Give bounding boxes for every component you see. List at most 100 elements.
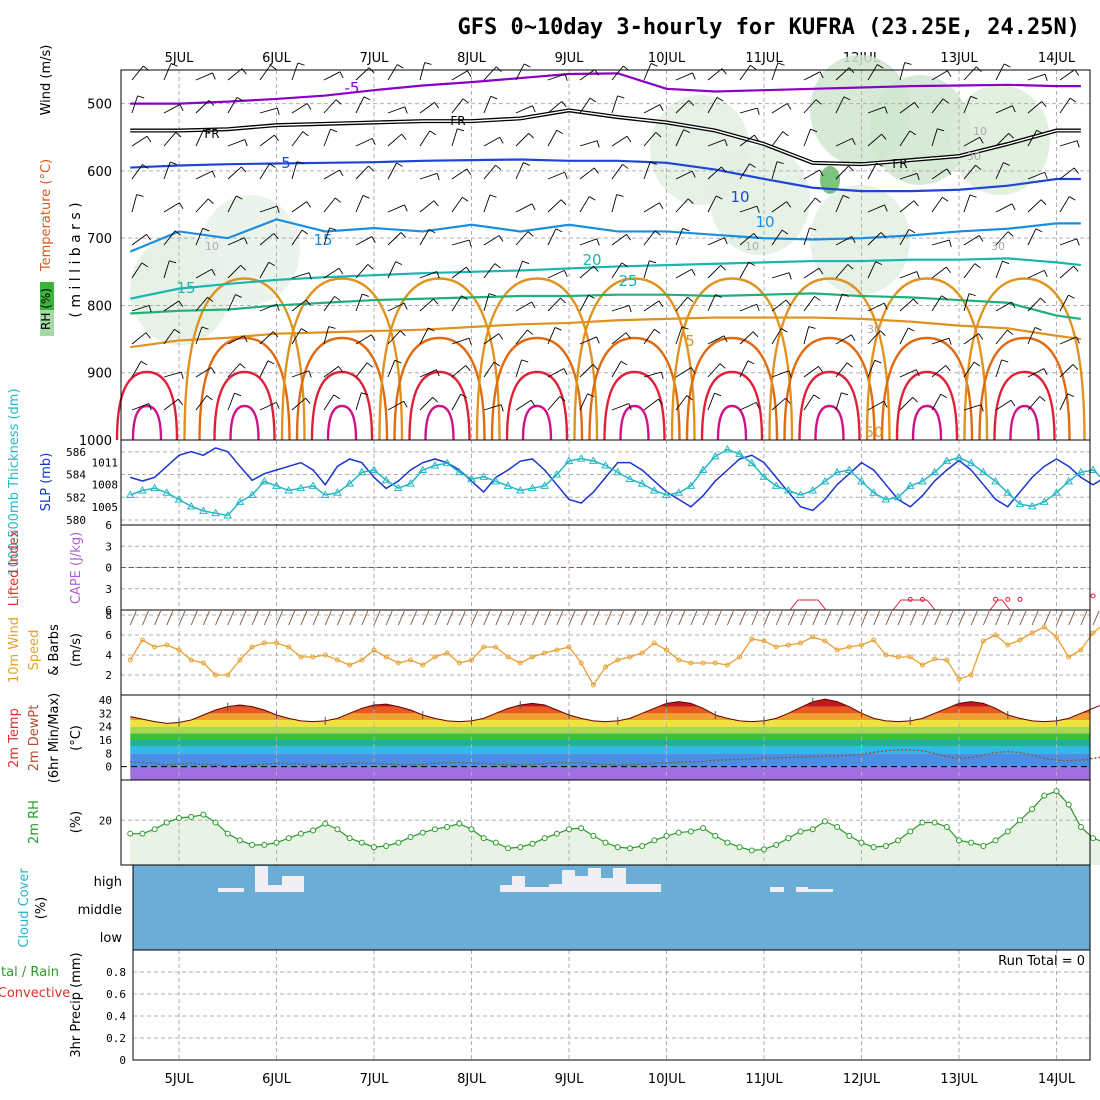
wind-barb [210,367,216,374]
cloud-block [218,888,244,892]
thickness-point [1076,467,1086,476]
wind-barb [1059,196,1070,213]
wind-barb [1027,228,1037,246]
wind-tick: 6 [105,629,112,642]
wind-barb [931,168,948,180]
temperature-tick: 24 [99,721,113,734]
wind-barb [867,261,877,279]
rh-point [456,820,463,827]
rh-point [882,842,889,849]
wind-barb [195,170,213,180]
wind-barb [227,393,235,411]
wind-barb [995,399,1012,411]
thickness-point [150,483,159,492]
axis-label-pressure: ( m i l l i b a r s ) [68,202,84,317]
wind-barb [650,161,657,165]
pressure-tick: 800 [87,299,112,314]
wind-barb [323,197,336,213]
wind-barb [195,395,208,411]
wind-barb [397,64,404,69]
surface-wind-barb [592,610,600,626]
wind-barb [611,194,618,213]
wind-barb [547,130,558,147]
wind-barb [1073,167,1079,174]
wind-barb [851,334,856,341]
contour-label: FR [450,114,465,128]
wind-barb [163,328,175,345]
wind-barb [995,162,1004,180]
surface-wind-barb [458,610,466,626]
rh-point [541,835,548,842]
rh-point [1053,788,1060,795]
wind-barb [433,298,439,305]
wind-speed-point [176,647,182,653]
wind-barb [227,195,237,213]
surface-wind-barb [288,610,296,626]
surface-wind-barb [507,610,515,626]
wind-barb [1059,97,1071,114]
wind-barb [131,332,147,345]
wind-barb [1007,231,1014,237]
wind-barb [675,198,689,213]
wind-barb [515,105,533,114]
wind-barb [963,164,976,180]
wind-barb [419,298,434,312]
wind-barb [259,107,278,114]
wind-speed-point [712,660,718,666]
rh-point [590,832,597,839]
rh-point [395,839,402,846]
wind-barb [163,202,180,213]
wind-barb [296,161,304,165]
rh-point [663,832,670,839]
wind-barb [136,194,144,197]
wind-barb [291,370,310,378]
temperature-band [130,740,1090,747]
wind-barb [323,99,337,114]
temperature-band [130,699,1090,700]
isotherm-line [130,257,1081,300]
wind-barb [355,236,373,246]
rh-tick: 20 [99,814,112,827]
thickness-point [723,445,732,453]
wind-barb [291,161,298,180]
wind-barb [560,199,567,206]
wind-barb [305,397,311,404]
surface-wind-barb [702,610,710,626]
wind-barb [515,359,522,378]
rh-point [224,830,231,837]
pressure-tick: 1000 [79,434,112,449]
wind-barb [995,261,1003,279]
wind-speed-point [347,662,353,668]
wind-barb [547,396,561,411]
surface-wind-barb [922,610,929,626]
wind-barb [1043,368,1048,375]
temperature-contour [280,277,404,441]
wind-barb [818,267,824,275]
rh-point [797,828,804,835]
wind-barb [500,404,504,412]
thickness-point [199,506,208,514]
wind-barb [691,170,696,178]
wind-barb [875,261,883,266]
wind-barb [234,392,242,397]
wind-barb [931,196,943,213]
surface-wind-barb [678,610,686,626]
rh-point [821,818,828,825]
axis-label-wind10m-unit: (m/s) [69,633,84,667]
wind-barb [707,97,718,114]
wind-barb [361,392,369,396]
cloud-block [575,876,588,892]
wind-barb [146,234,152,241]
date-label-top: 11JUL [745,51,783,66]
wind-barb [654,328,661,334]
rh-point [310,827,317,834]
thickness-point [138,485,147,494]
wind-barb [913,298,919,305]
wind-barb [528,132,534,139]
wind-speed-point [517,660,523,666]
wind-barb [451,196,463,213]
wind-barb [659,202,664,209]
thickness-point [601,460,610,469]
wind-barb [465,365,471,372]
wind-barb [547,368,565,378]
